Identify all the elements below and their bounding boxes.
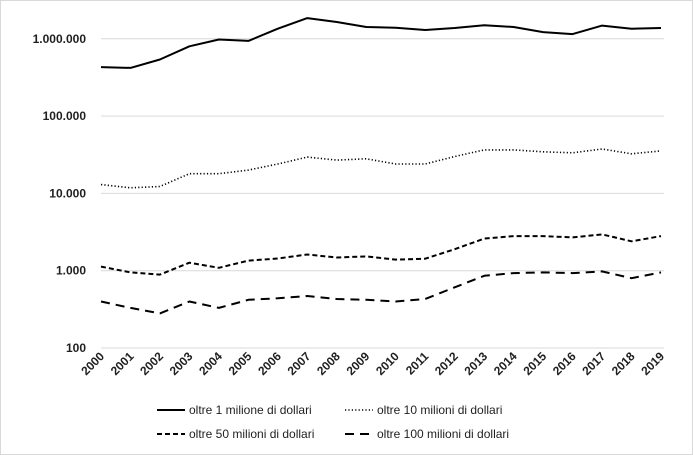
legend-label: oltre 50 milioni di dollari xyxy=(189,427,314,441)
legend-item: oltre 10 milioni di dollari xyxy=(345,403,502,417)
series-line-3 xyxy=(100,233,662,276)
legend-item: oltre 50 milioni di dollari xyxy=(157,427,314,441)
legend-item: oltre 1 milione di dollari xyxy=(157,403,312,417)
legend-label: oltre 1 milione di dollari xyxy=(189,403,312,417)
y-tick-label: 1.000 xyxy=(56,264,86,278)
x-tick-label: 2006 xyxy=(255,349,284,378)
x-tick-label: 2010 xyxy=(373,349,402,378)
y-tick-label: 10.000 xyxy=(49,186,86,200)
legend-item: oltre 100 milioni di dollari xyxy=(345,427,509,441)
x-tick-label: 2016 xyxy=(550,349,579,378)
series-line-4 xyxy=(100,270,662,315)
x-tick-label: 2019 xyxy=(638,349,667,378)
x-tick-label: 2014 xyxy=(491,349,520,378)
x-tick-label: 2007 xyxy=(285,349,314,378)
x-tick-label: 2009 xyxy=(344,349,373,378)
x-tick-label: 2017 xyxy=(579,349,608,378)
x-tick-label: 2001 xyxy=(108,349,137,378)
x-tick-label: 2011 xyxy=(403,349,432,378)
series-line-2 xyxy=(100,148,662,189)
x-tick-label: 2008 xyxy=(314,349,343,378)
x-tick-label: 2004 xyxy=(196,349,225,378)
x-tick-label: 2013 xyxy=(461,349,490,378)
x-tick-label: 2005 xyxy=(226,349,255,378)
y-tick-label: 100.000 xyxy=(43,109,87,123)
x-tick-label: 2003 xyxy=(167,349,196,378)
legend-label: oltre 100 milioni di dollari xyxy=(377,427,509,441)
series-line-1 xyxy=(100,17,662,69)
legend-label: oltre 10 milioni di dollari xyxy=(377,403,502,417)
legend: oltre 1 milione di dollari oltre 10 milio… xyxy=(157,403,509,441)
x-tick-label: 2002 xyxy=(137,349,166,378)
x-tick-label: 2012 xyxy=(432,349,461,378)
x-axis-ticks: 2000 2001 2002 2003 2004 2005 2006 2007 2008 2009… xyxy=(78,349,667,378)
x-tick-label: 2015 xyxy=(520,349,549,378)
y-tick-label: 1.000.000 xyxy=(33,32,87,46)
y-tick-label: 100 xyxy=(66,341,86,355)
x-tick-label: 2018 xyxy=(609,349,638,378)
series-lines xyxy=(100,17,662,315)
y-axis-ticks: 100 1.000 10.000 100.000 1.000.000 xyxy=(33,32,87,355)
